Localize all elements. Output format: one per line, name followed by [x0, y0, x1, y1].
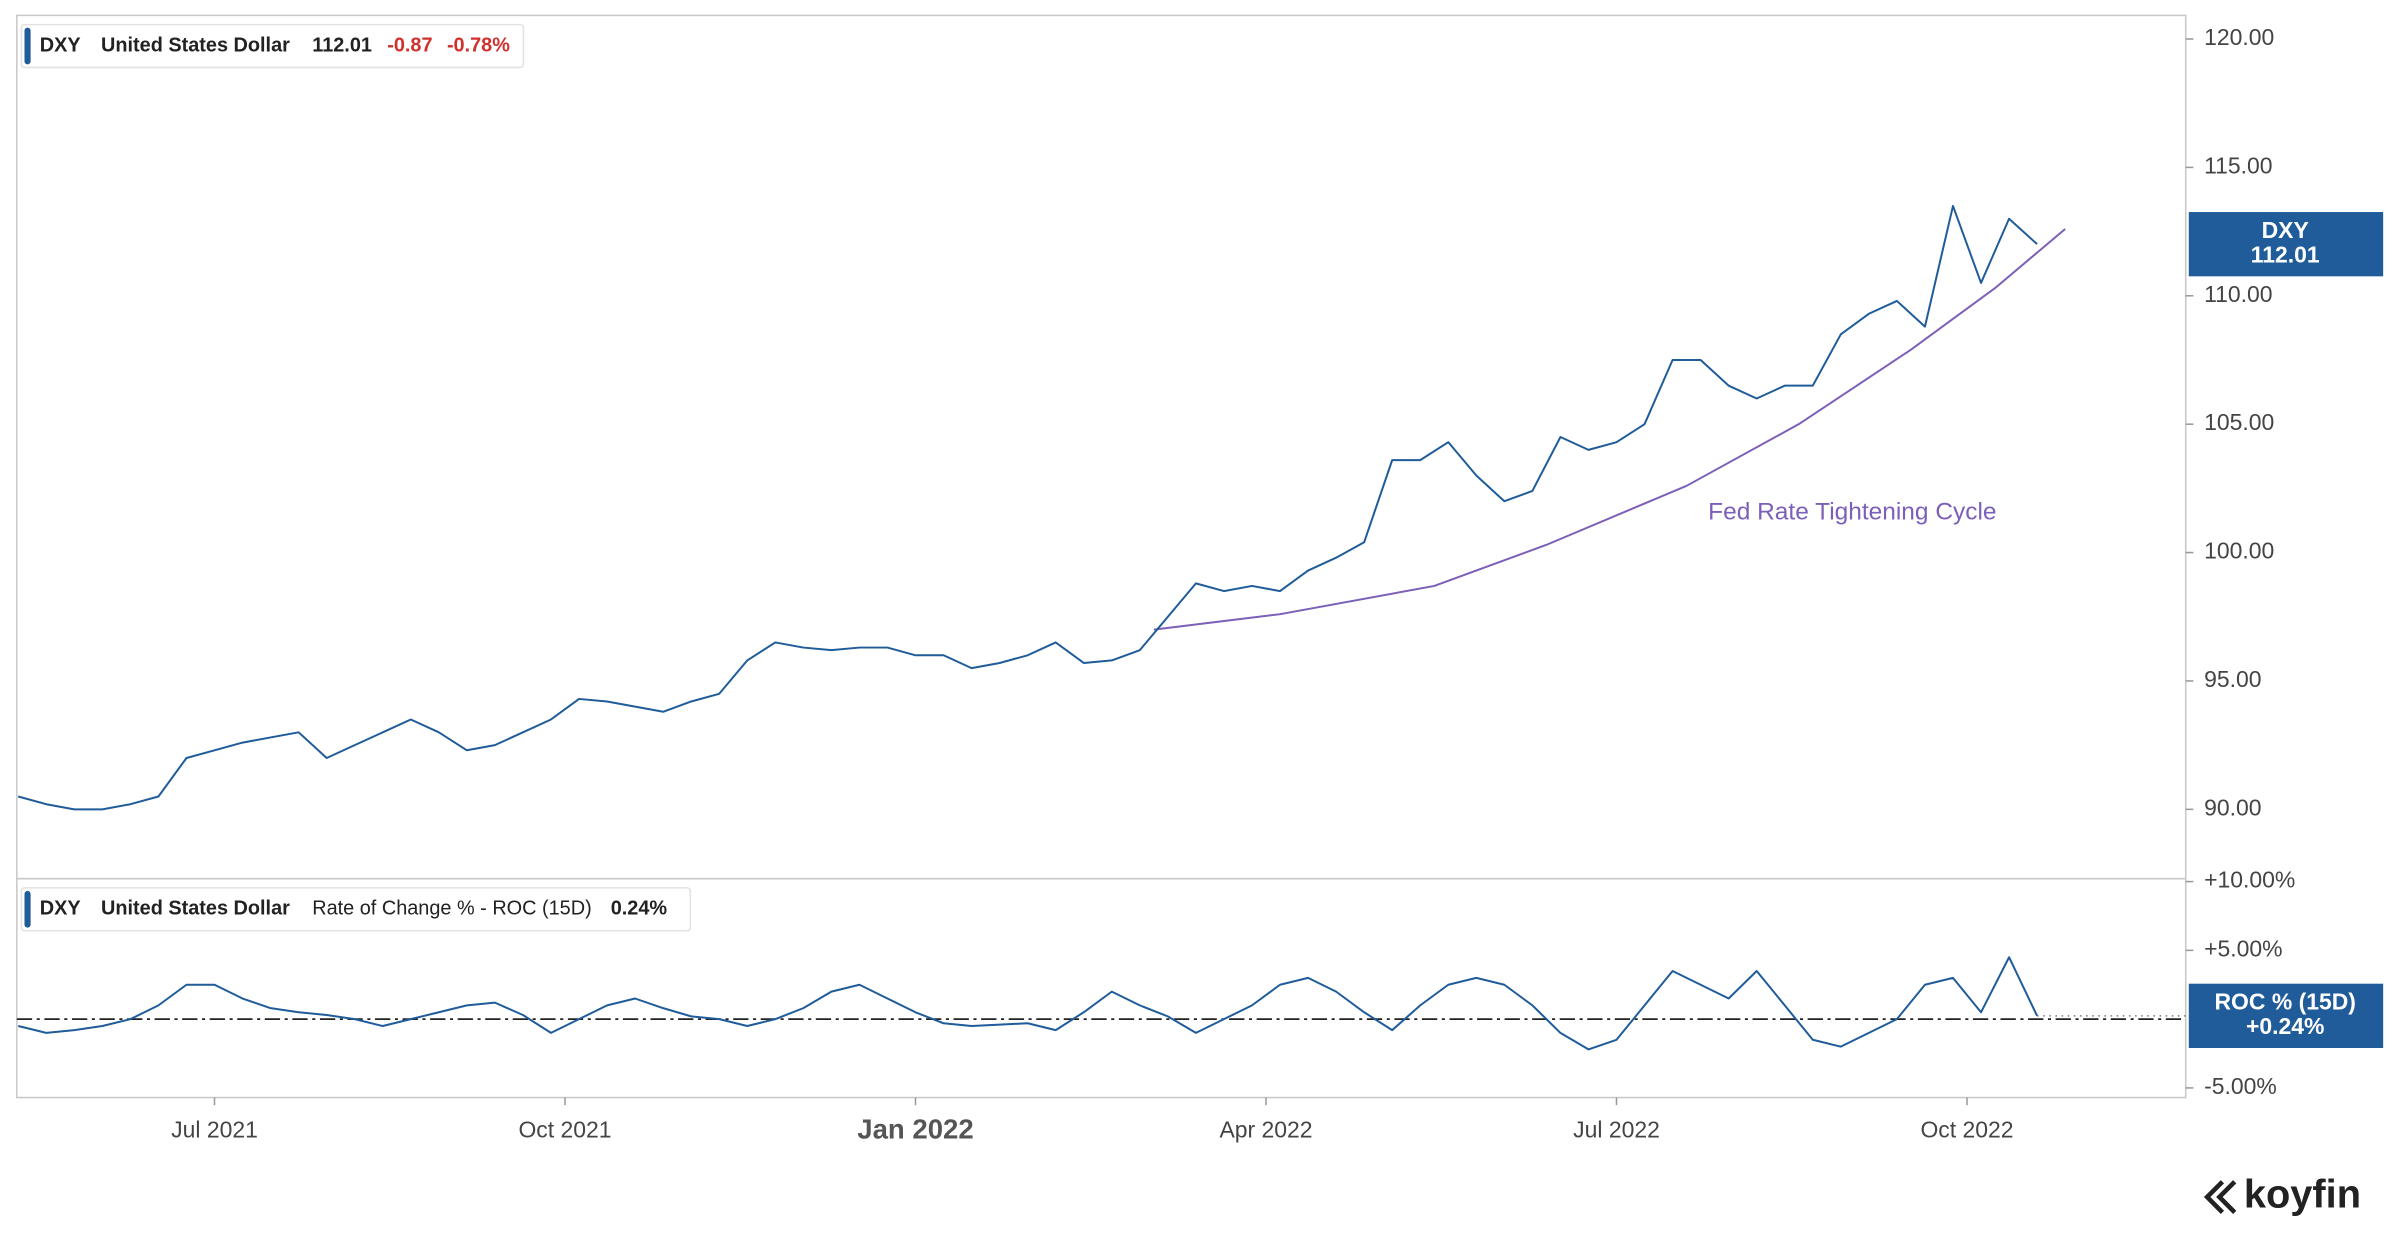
legend-symbol: DXY — [40, 34, 81, 56]
x-tick-label: Apr 2022 — [1219, 1116, 1312, 1142]
y-tick-label: 100.00 — [2204, 538, 2274, 564]
legend-symbol: DXY — [40, 898, 81, 920]
legend-name: United States Dollar — [101, 898, 290, 920]
badge-value: +0.24% — [2246, 1013, 2324, 1039]
roc-pane — [16, 877, 2187, 1099]
y-tick-label: -5.00% — [2204, 1073, 2277, 1099]
legend-change: -0.87 — [387, 34, 432, 56]
value-badge — [2188, 983, 2384, 1048]
trend-curve — [1153, 228, 2066, 631]
y-tick-label: 105.00 — [2204, 409, 2274, 435]
legend-last: 0.24% — [611, 898, 668, 920]
badge-value: 112.01 — [2251, 241, 2320, 267]
logo-text: koyfin — [2244, 1173, 2361, 1217]
series-line — [18, 956, 2039, 1051]
logo: koyfin — [2203, 1173, 2361, 1217]
legend-change-pct: -0.78% — [447, 34, 510, 56]
badge-symbol: DXY — [2262, 217, 2309, 243]
annotation-text: Fed Rate Tightening Cycle — [1708, 498, 1996, 525]
y-tick-label: +5.00% — [2204, 935, 2282, 961]
x-tick-label: Oct 2022 — [1920, 1116, 2013, 1142]
x-tick-label: Oct 2021 — [518, 1116, 611, 1142]
y-tick-label: 90.00 — [2204, 794, 2261, 820]
legend-marker — [24, 890, 31, 928]
series-line — [17, 204, 2038, 811]
x-tick-label: Jul 2021 — [171, 1116, 258, 1142]
legend-name: United States Dollar — [101, 34, 290, 56]
badge-symbol: ROC % (15D) — [2214, 989, 2355, 1015]
y-tick-label: 110.00 — [2204, 281, 2272, 307]
legend-indicator: Rate of Change % - ROC (15D) — [312, 898, 591, 920]
legend-last: 112.01 — [312, 34, 372, 56]
y-tick-label: 120.00 — [2204, 24, 2274, 50]
legend-marker — [24, 27, 31, 65]
legend-box — [20, 887, 692, 932]
price-pane — [16, 14, 2187, 880]
x-tick-label: Jan 2022 — [857, 1114, 973, 1145]
y-tick-label: 115.00 — [2204, 152, 2272, 178]
y-tick-label: 95.00 — [2204, 666, 2261, 692]
y-tick-label: +10.00% — [2204, 867, 2295, 893]
value-badge — [2188, 212, 2384, 277]
x-tick-label: Jul 2022 — [1573, 1116, 1660, 1142]
legend-box — [20, 23, 525, 69]
